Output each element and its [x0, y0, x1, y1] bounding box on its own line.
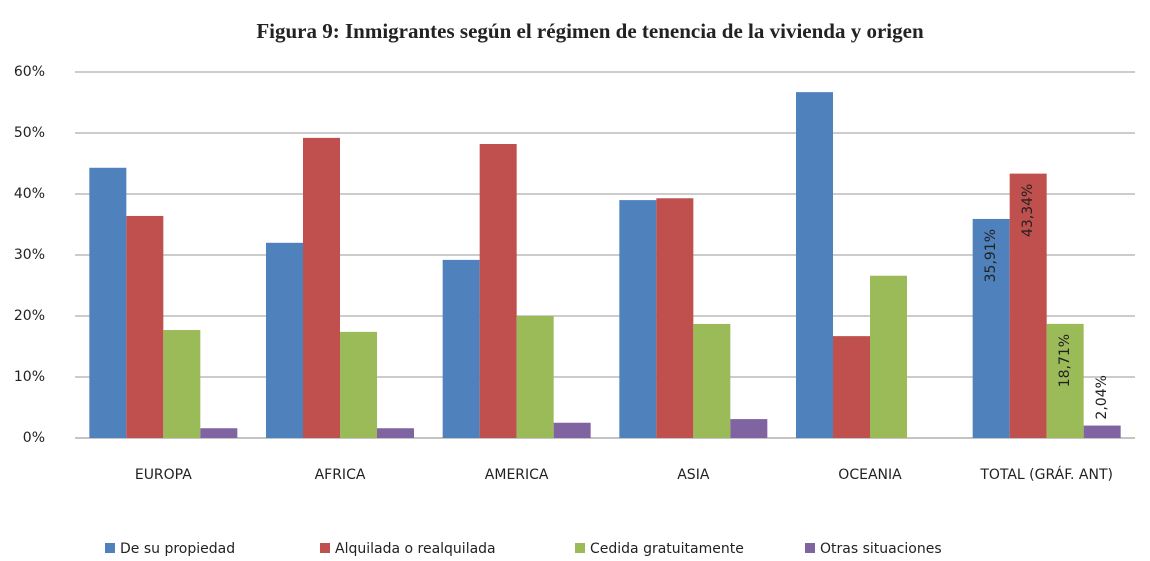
bar: [442, 259, 480, 438]
bar: [89, 167, 127, 438]
bar: [340, 331, 377, 438]
legend-label: Alquilada o realquilada: [335, 541, 496, 557]
legend-label: De su propiedad: [120, 541, 235, 557]
data-label: 43,34%: [1020, 184, 1036, 237]
x-tick-label: OCEANIA: [838, 467, 902, 483]
legend-swatch: [575, 543, 585, 553]
bar: [516, 316, 554, 438]
data-label: 2,04%: [1094, 375, 1110, 419]
bar: [796, 92, 833, 438]
x-tick-label: TOTAL (GRÁF. ANT): [979, 466, 1113, 483]
bar: [126, 215, 164, 438]
y-tick-label: 50%: [14, 125, 45, 141]
x-tick-label: ASIA: [677, 467, 710, 483]
bar: [377, 428, 414, 438]
y-tick-label: 20%: [14, 308, 45, 324]
bar: [1046, 323, 1084, 438]
x-tick-label: AMERICA: [485, 467, 549, 483]
bar: [266, 242, 303, 438]
bar: [730, 419, 768, 438]
data-label: 35,91%: [983, 229, 999, 282]
legend-swatch: [320, 543, 330, 553]
bar: [693, 323, 731, 438]
y-tick-label: 10%: [14, 369, 45, 385]
chart-title: Figura 9: Inmigrantes según el régimen d…: [256, 19, 924, 43]
bar: [1009, 173, 1047, 438]
bar: [972, 218, 1010, 438]
legend-label: Cedida gratuitamente: [590, 541, 744, 557]
y-tick-label: 40%: [14, 186, 45, 202]
legend-swatch: [105, 543, 115, 553]
bar: [870, 275, 907, 438]
bar: [479, 143, 517, 439]
legend-swatch: [805, 543, 815, 553]
legend-label: Otras situaciones: [820, 541, 942, 557]
bar: [553, 422, 591, 438]
x-tick-label: EUROPA: [135, 467, 192, 483]
bar: [163, 330, 201, 438]
y-tick-label: 0%: [23, 430, 45, 446]
bar: [200, 428, 238, 438]
x-tick-label: AFRICA: [315, 467, 366, 483]
y-tick-label: 30%: [14, 247, 45, 263]
bar: [303, 137, 340, 438]
bar: [656, 198, 694, 438]
data-label: 18,71%: [1057, 334, 1073, 387]
bar: [1083, 425, 1121, 438]
bar: [833, 336, 870, 438]
y-tick-label: 60%: [14, 64, 45, 80]
bar: [619, 200, 657, 438]
